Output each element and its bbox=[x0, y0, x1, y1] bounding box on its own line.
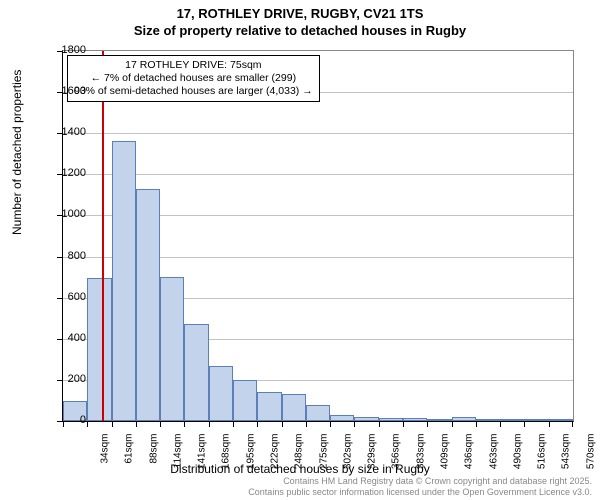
x-tick bbox=[306, 421, 307, 427]
y-tick-label: 600 bbox=[68, 291, 86, 303]
x-tick-label: 114sqm bbox=[172, 434, 183, 474]
y-tick bbox=[57, 380, 63, 381]
x-tick bbox=[549, 421, 550, 427]
title-line1: 17, ROTHLEY DRIVE, RUGBY, CV21 1TS bbox=[0, 6, 600, 23]
x-tick-label: 141sqm bbox=[197, 434, 208, 474]
y-tick-label: 200 bbox=[68, 373, 86, 385]
histogram-bar bbox=[233, 380, 257, 421]
x-tick-label: 302sqm bbox=[342, 434, 353, 474]
x-tick-label: 222sqm bbox=[270, 434, 281, 474]
histogram-bar bbox=[136, 189, 160, 421]
x-tick bbox=[427, 421, 428, 427]
x-tick bbox=[209, 421, 210, 427]
histogram-bar bbox=[306, 405, 330, 421]
x-tick bbox=[500, 421, 501, 427]
histogram-bar bbox=[160, 277, 184, 421]
x-tick-label: 88sqm bbox=[148, 434, 159, 474]
x-tick-label: 436sqm bbox=[464, 434, 475, 474]
x-tick bbox=[63, 421, 64, 427]
histogram-bar bbox=[549, 419, 573, 421]
x-tick-label: 275sqm bbox=[318, 434, 329, 474]
histogram-bar bbox=[524, 419, 548, 421]
footer: Contains HM Land Registry data © Crown c… bbox=[248, 476, 592, 498]
histogram-bar bbox=[112, 141, 136, 421]
x-tick bbox=[184, 421, 185, 427]
x-tick bbox=[136, 421, 137, 427]
histogram-bar bbox=[427, 419, 451, 421]
annotation-line1: 17 ROTHLEY DRIVE: 75sqm bbox=[74, 59, 313, 72]
x-tick bbox=[524, 421, 525, 427]
x-tick bbox=[233, 421, 234, 427]
y-axis-title: Number of detached properties bbox=[10, 70, 24, 235]
histogram-bar bbox=[87, 278, 111, 421]
histogram-bar bbox=[476, 419, 500, 421]
histogram-bar bbox=[452, 417, 476, 421]
x-tick bbox=[452, 421, 453, 427]
histogram-bar bbox=[403, 418, 427, 421]
y-tick-label: 1000 bbox=[62, 208, 86, 220]
x-tick-label: 356sqm bbox=[391, 434, 402, 474]
annotation-line3: 93% of semi-detached houses are larger (… bbox=[74, 85, 313, 98]
grid-line bbox=[63, 174, 573, 175]
x-tick-label: 383sqm bbox=[415, 434, 426, 474]
x-tick bbox=[354, 421, 355, 427]
y-tick-label: 800 bbox=[68, 250, 86, 262]
histogram-bar bbox=[379, 418, 403, 421]
histogram-bar bbox=[209, 366, 233, 422]
histogram-bar bbox=[282, 394, 306, 421]
x-tick bbox=[112, 421, 113, 427]
x-tick-label: 490sqm bbox=[512, 434, 523, 474]
y-tick-label: 1200 bbox=[62, 167, 86, 179]
y-tick bbox=[57, 257, 63, 258]
footer-line1: Contains HM Land Registry data © Crown c… bbox=[248, 476, 592, 487]
annotation-box: 17 ROTHLEY DRIVE: 75sqm ← 7% of detached… bbox=[67, 55, 320, 102]
y-tick-label: 0 bbox=[80, 414, 86, 426]
x-tick bbox=[87, 421, 88, 427]
y-tick-label: 1400 bbox=[62, 126, 86, 138]
reference-line bbox=[102, 51, 104, 421]
chart-container: 17, ROTHLEY DRIVE, RUGBY, CV21 1TS Size … bbox=[0, 0, 600, 500]
x-tick-label: 329sqm bbox=[367, 434, 378, 474]
x-tick bbox=[403, 421, 404, 427]
y-tick bbox=[57, 339, 63, 340]
x-tick bbox=[330, 421, 331, 427]
annotation-line2: ← 7% of detached houses are smaller (299… bbox=[74, 72, 313, 85]
x-tick bbox=[282, 421, 283, 427]
x-tick bbox=[572, 421, 573, 427]
plot-area: 17 ROTHLEY DRIVE: 75sqm ← 7% of detached… bbox=[62, 50, 574, 422]
x-tick-label: 570sqm bbox=[585, 434, 596, 474]
x-tick-label: 248sqm bbox=[294, 434, 305, 474]
x-tick-label: 61sqm bbox=[124, 434, 135, 474]
title-block: 17, ROTHLEY DRIVE, RUGBY, CV21 1TS Size … bbox=[0, 0, 600, 40]
x-tick bbox=[379, 421, 380, 427]
x-tick-label: 409sqm bbox=[440, 434, 451, 474]
x-tick-label: 516sqm bbox=[537, 434, 548, 474]
x-tick bbox=[476, 421, 477, 427]
x-tick-label: 543sqm bbox=[561, 434, 572, 474]
x-tick-label: 195sqm bbox=[245, 434, 256, 474]
histogram-bar bbox=[257, 392, 281, 421]
histogram-bar bbox=[500, 419, 524, 421]
y-tick-label: 400 bbox=[68, 332, 86, 344]
histogram-bar bbox=[184, 324, 208, 421]
x-tick bbox=[160, 421, 161, 427]
x-tick bbox=[257, 421, 258, 427]
x-tick-label: 463sqm bbox=[488, 434, 499, 474]
x-tick-label: 34sqm bbox=[100, 434, 111, 474]
histogram-bar bbox=[354, 417, 378, 421]
y-tick-label: 1600 bbox=[62, 85, 86, 97]
x-tick-label: 168sqm bbox=[221, 434, 232, 474]
title-line2: Size of property relative to detached ho… bbox=[0, 23, 600, 40]
histogram-bar bbox=[330, 415, 354, 421]
y-tick bbox=[57, 298, 63, 299]
y-tick-label: 1800 bbox=[62, 44, 86, 56]
footer-line2: Contains public sector information licen… bbox=[248, 487, 592, 498]
grid-line bbox=[63, 133, 573, 134]
